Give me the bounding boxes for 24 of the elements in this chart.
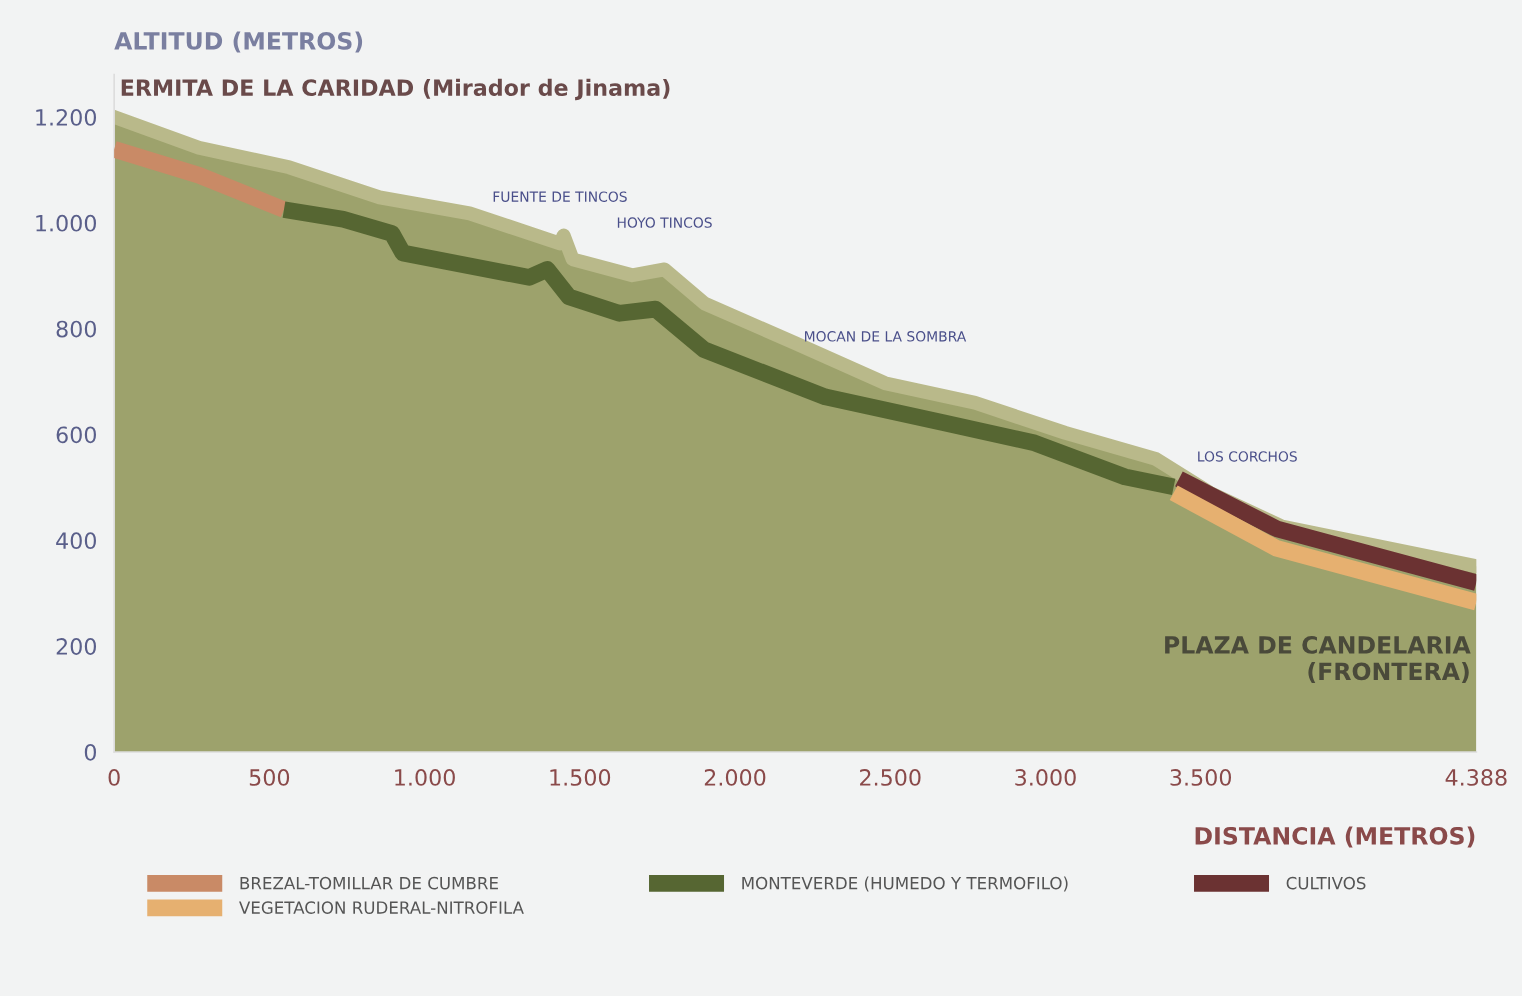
y-tick-label: 0 bbox=[84, 743, 97, 761]
legend-label: BREZAL-TOMILLAR DE CUMBRE bbox=[240, 876, 498, 890]
annotation: PLAZA DE CANDELARIA (FRONTERA) bbox=[1165, 635, 1471, 684]
y-tick-label: 800 bbox=[56, 320, 97, 338]
y-tick-label: 1.200 bbox=[36, 108, 97, 126]
x-tick-label: 0 bbox=[108, 769, 120, 786]
legend-label: VEGETACION RUDERAL-NITROFILA bbox=[239, 901, 524, 914]
annotation: ERMITA DE LA CARIDAD (Mirador de Jinama) bbox=[121, 78, 670, 101]
y-tick-label: 1.000 bbox=[36, 214, 97, 232]
x-tick-label: 3.500 bbox=[1170, 769, 1232, 786]
x-tick-label: 4.388 bbox=[1445, 769, 1507, 786]
y-tick-label: 600 bbox=[56, 426, 97, 444]
x-tick-label: 1.000 bbox=[395, 769, 455, 786]
x-tick-label: 3.000 bbox=[1015, 769, 1076, 786]
x-tick-label: 2.500 bbox=[860, 769, 921, 786]
legend-label: MONTEVERDE (HUMEDO Y TERMOFILO) bbox=[742, 876, 1068, 892]
x-tick-label: 2.000 bbox=[704, 769, 766, 786]
x-axis-title: DISTANCIA (METROS) bbox=[1195, 826, 1475, 848]
y-tick-label: 200 bbox=[56, 638, 97, 655]
x-tick-label: 1.500 bbox=[550, 769, 611, 786]
legend-label: CULTIVOS bbox=[1286, 876, 1366, 890]
x-tick-label: 500 bbox=[249, 769, 290, 786]
y-axis-title: ALTITUD (METROS) bbox=[114, 31, 363, 53]
y-tick-label: 400 bbox=[56, 532, 97, 550]
